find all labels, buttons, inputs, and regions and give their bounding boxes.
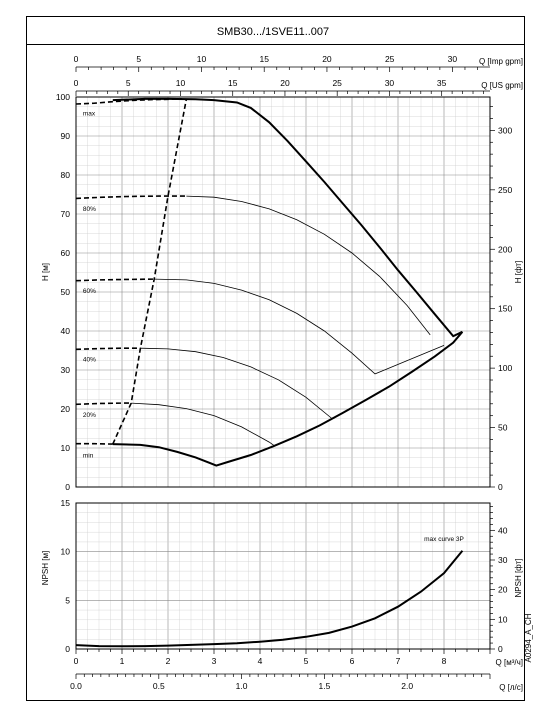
- h-m-tick-label: 90: [61, 131, 71, 141]
- q-ls-tick-label: 1.0: [236, 681, 248, 691]
- us-gpm-tick-label: 15: [228, 78, 238, 88]
- h-m-tick-label: 70: [61, 209, 71, 219]
- npsh-ft-tick-label: 0: [498, 644, 503, 654]
- npsh-m-tick-label: 5: [65, 595, 70, 605]
- imp-gpm-tick-label: 5: [136, 54, 141, 64]
- q-m3h-tick-label: 6: [350, 656, 355, 666]
- us-gpm-axis-label: Q [US gpm]: [481, 81, 523, 90]
- us-gpm-tick-label: 0: [74, 78, 79, 88]
- curve-40-low-flow: [75, 347, 141, 351]
- h-ft-tick-label: 100: [498, 363, 512, 373]
- imp-gpm-tick-label: 25: [385, 54, 395, 64]
- h-m-tick-label: 10: [61, 443, 71, 453]
- h-m-axis-label: H [м]: [41, 263, 50, 281]
- q-m3h-tick-label: 2: [166, 656, 171, 666]
- q-m3h-tick-label: 1: [120, 656, 125, 666]
- q-ls-axis-label: Q [л/с]: [499, 683, 523, 692]
- head-curve-labels: max 80% 60% 40% 20% min: [83, 111, 96, 460]
- h-ft-tick-label: 300: [498, 125, 512, 135]
- npsh-grid: [75, 502, 491, 650]
- imp-gpm-tick-label: 20: [322, 54, 332, 64]
- h-m-tick-label: 30: [61, 365, 71, 375]
- curve-label-max: max: [83, 111, 96, 118]
- us-gpm-tick-label: 20: [280, 78, 290, 88]
- h-ft-tick-label: 0: [498, 482, 503, 492]
- h-m-tick-label: 0: [65, 482, 70, 492]
- outer-frame: [26, 16, 525, 701]
- h-ft-tick-label: 200: [498, 244, 512, 254]
- imp-gpm-tick-label: 10: [197, 54, 207, 64]
- npsh-m-tick-label: 10: [61, 547, 71, 557]
- curve-label-60pct: 60%: [83, 288, 96, 295]
- curve-minimum-flow-limit: [112, 98, 188, 445]
- head-grid: [75, 96, 491, 488]
- imp-gpm-tick-label: 15: [259, 54, 269, 64]
- npsh-ft-tick-label: 20: [498, 585, 508, 595]
- axis-ticks: 0 5 10 15 20 25 300 5 10 15 20 25 30 350 1 2 3 4 5 6 7 80.0 0.…: [56, 54, 513, 691]
- q-ls-tick-label: 0.0: [70, 681, 82, 691]
- h-ft-axis-label: H [фт]: [514, 261, 523, 284]
- curve-max: [112, 97, 463, 338]
- curve-80-: [186, 195, 431, 336]
- imp-gpm-axis-label: Q [Imp gpm]: [479, 57, 523, 66]
- h-m-tick-label: 100: [56, 92, 70, 102]
- h-ft-tick-label: 50: [498, 423, 508, 433]
- curve-min: [112, 331, 464, 467]
- h-m-tick-label: 50: [61, 287, 71, 297]
- h-ft-tick-label: 150: [498, 304, 512, 314]
- q-m3h-tick-label: 4: [258, 656, 263, 666]
- npsh-ft-tick-label: 30: [498, 555, 508, 565]
- npsh-m-tick-label: 15: [61, 498, 71, 508]
- h-ft-tick-label: 250: [498, 185, 512, 195]
- npsh-ft-tick-label: 40: [498, 525, 508, 535]
- us-gpm-tick-label: 25: [332, 78, 342, 88]
- h-m-tick-label: 80: [61, 170, 71, 180]
- q-ls-tick-label: 0.5: [153, 681, 165, 691]
- us-gpm-tick-label: 35: [437, 78, 447, 88]
- us-gpm-tick-label: 5: [126, 78, 131, 88]
- curve-max-curve-3p: [75, 550, 464, 648]
- q-m3h-tick-label: 0: [74, 656, 79, 666]
- q-m3h-tick-label: 3: [212, 656, 217, 666]
- curve-20-: [131, 402, 275, 446]
- q-m3h-tick-label: 8: [442, 656, 447, 666]
- npsh-m-tick-label: 0: [65, 644, 70, 654]
- q-ls-tick-label: 1.5: [318, 681, 330, 691]
- imp-gpm-tick-label: 30: [448, 54, 458, 64]
- curve-label-40pct: 40%: [83, 356, 96, 363]
- q-m3h-tick-label: 5: [304, 656, 309, 666]
- drawing-code: A0294_A_CH: [524, 613, 533, 662]
- npsh-panel: max curve 3P: [75, 502, 491, 650]
- curve-label-min: min: [83, 452, 94, 459]
- npsh-curves: [75, 550, 464, 648]
- q-m3h-tick-label: 7: [396, 656, 401, 666]
- npsh-curve-labels: max curve 3P: [424, 536, 464, 543]
- h-m-tick-label: 60: [61, 248, 71, 258]
- npsh-ft-axis-label: NPSH [фт]: [514, 559, 523, 598]
- imp-gpm-tick-label: 0: [74, 54, 79, 64]
- us-gpm-tick-label: 30: [385, 78, 395, 88]
- curve-60-: [154, 278, 445, 375]
- curve-60-low-flow: [75, 278, 155, 282]
- h-m-tick-label: 20: [61, 404, 71, 414]
- q-ls-tick-label: 2.0: [401, 681, 413, 691]
- curve-label-80pct: 80%: [83, 206, 96, 213]
- npsh-m-axis-label: NPSH [м]: [41, 551, 50, 585]
- head-plot-frame: [75, 96, 491, 488]
- us-gpm-tick-label: 10: [176, 78, 186, 88]
- curve-label-20pct: 20%: [83, 412, 96, 419]
- curve-max-low-flow: [75, 98, 182, 105]
- npsh-ft-tick-label: 10: [498, 614, 508, 624]
- head-panel: max 80% 60% 40% 20% min: [75, 96, 491, 488]
- h-m-tick-label: 40: [61, 326, 71, 336]
- chart-title: SMB30.../1SVE11..007: [217, 26, 329, 38]
- curve-80-low-flow: [75, 195, 187, 200]
- curve-40-: [140, 347, 332, 419]
- head-curves: [75, 97, 464, 467]
- q-m3h-axis-label: Q [м³/ч]: [496, 658, 523, 667]
- npsh-curve-label: max curve 3P: [424, 536, 464, 543]
- curve-20-low-flow: [75, 402, 132, 406]
